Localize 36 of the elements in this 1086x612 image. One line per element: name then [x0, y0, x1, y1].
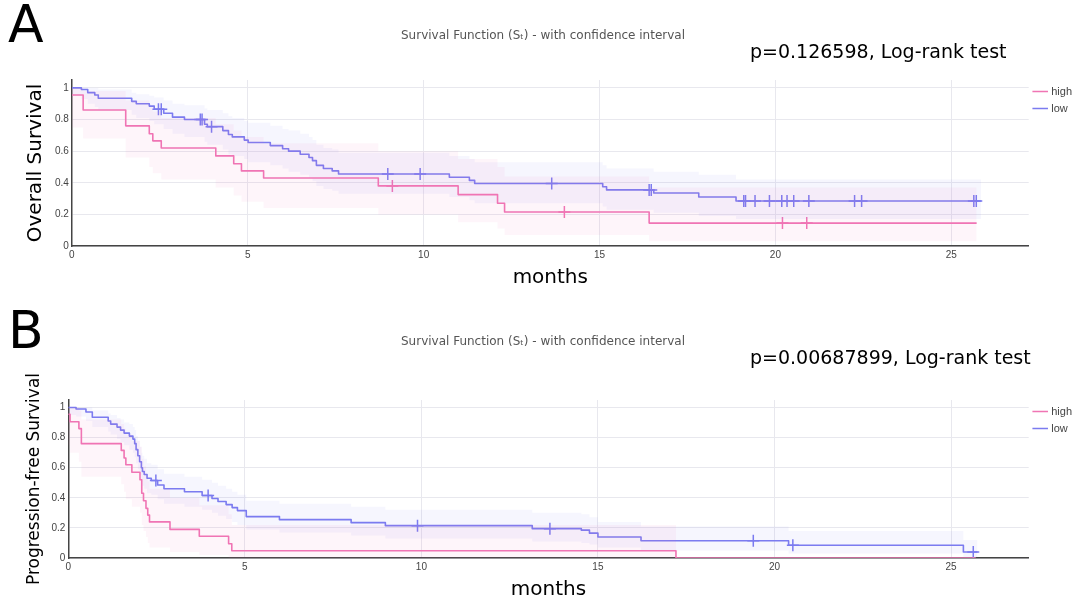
y-tick-label: 0: [59, 551, 66, 563]
y-axis-title: Overall Survival: [22, 83, 47, 243]
x-tick-label: 20: [768, 560, 781, 572]
x-tick-label: 5: [242, 560, 249, 572]
legend-label: low: [1051, 421, 1068, 434]
y-tick-label: 0.8: [55, 113, 70, 125]
y-tick-label: 0: [63, 239, 70, 251]
legend-label: high: [1051, 84, 1072, 97]
y-tick-label: 1: [59, 401, 66, 413]
y-tick-label: 0.2: [55, 208, 70, 220]
x-tick-label: 10: [415, 560, 428, 572]
x-axis-title: months: [512, 264, 588, 289]
y-tick-label: 0.6: [55, 144, 70, 156]
legend-label: low: [1051, 101, 1068, 114]
x-axis-title: months: [510, 576, 587, 601]
y-tick-label: 0.4: [51, 491, 66, 503]
x-tick-label: 20: [769, 248, 782, 260]
text: A: [8, 0, 44, 54]
x-tick-label: 15: [592, 560, 604, 572]
y-tick-label: 0.4: [55, 176, 70, 188]
x-tick-label: 15: [593, 248, 606, 260]
x-tick-label: 25: [945, 248, 958, 260]
text: p=0.00687899, Log-rank test: [750, 346, 1031, 368]
y-tick-label: 0.8: [51, 431, 66, 443]
text: p=0.126598, Log-rank test: [750, 40, 1007, 62]
chart-title: Survival Function (Sₜ) - with confidence interval: [400, 28, 686, 42]
x-tick-label: 25: [945, 560, 958, 572]
chart-title: Survival Function (Sₜ) - with confidence interval: [400, 334, 686, 348]
y-tick-label: 1: [63, 81, 70, 93]
text: B: [8, 300, 44, 360]
y-axis-title: Progression-free Survival: [22, 372, 43, 586]
x-tick-label: 10: [418, 248, 430, 260]
x-tick-label: 5: [245, 248, 251, 260]
legend-label: high: [1051, 404, 1072, 417]
y-tick-label: 0.2: [51, 521, 66, 533]
y-tick-label: 0.6: [51, 461, 66, 473]
